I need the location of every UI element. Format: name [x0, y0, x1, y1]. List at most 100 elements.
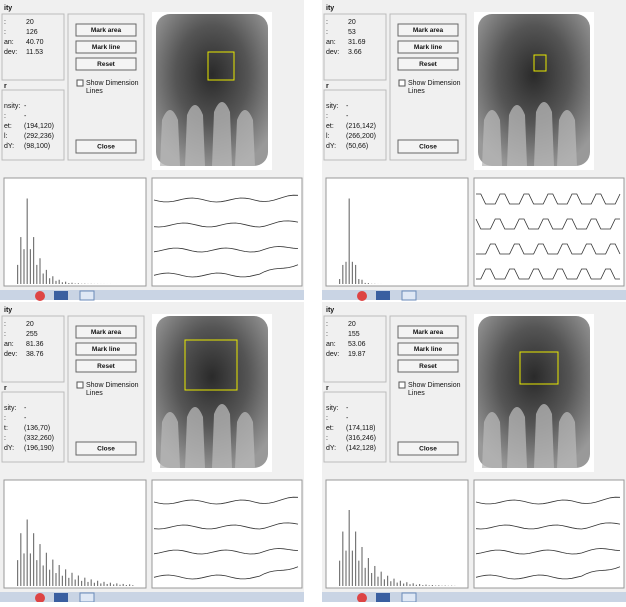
- info-value: (216,142): [346, 123, 376, 130]
- button-label[interactable]: Mark line: [414, 44, 443, 51]
- button-label[interactable]: Close: [419, 446, 437, 453]
- taskbar-icon[interactable]: [401, 290, 417, 301]
- button[interactable]: [75, 23, 137, 37]
- button[interactable]: [397, 441, 459, 456]
- stat-value: 11.53: [26, 49, 43, 56]
- button-label[interactable]: Mark area: [413, 329, 444, 336]
- button[interactable]: [75, 139, 137, 154]
- button-label[interactable]: Close: [419, 144, 437, 151]
- button[interactable]: [75, 57, 137, 71]
- info-label: dY:: [326, 445, 336, 452]
- info-value: -: [24, 103, 27, 110]
- app-window: ity: 20: 126 an: 40.70 dev: 11.53 r nsity: -: - et:…: [0, 0, 304, 301]
- profile-line: [153, 522, 299, 530]
- button[interactable]: [397, 325, 459, 339]
- checkbox[interactable]: [76, 381, 84, 389]
- app-window: ity: 20: 255 an: 81.36 dev: 38.76 r sity: -: - t: (1…: [0, 302, 304, 603]
- info-label: dY:: [4, 143, 14, 150]
- roi-box: [184, 339, 238, 391]
- button-label[interactable]: Reset: [97, 363, 116, 370]
- checkbox[interactable]: [76, 79, 84, 87]
- taskbar-icon[interactable]: [376, 593, 390, 602]
- stat-value: 20: [348, 321, 356, 328]
- checkbox-label-line: Lines: [86, 88, 103, 95]
- button[interactable]: [397, 57, 459, 71]
- stat-value: 53.06: [348, 341, 366, 348]
- button[interactable]: [75, 359, 137, 373]
- profile-box: [473, 479, 625, 589]
- info-label: :: [326, 113, 328, 120]
- button-label[interactable]: Close: [97, 446, 115, 453]
- info-label: sity:: [326, 405, 339, 412]
- info-value: (194,120): [24, 123, 54, 130]
- button-label[interactable]: Mark area: [91, 27, 122, 34]
- info-label: dY:: [4, 445, 14, 452]
- button[interactable]: [397, 23, 459, 37]
- checkbox-label[interactable]: Show Dimension Lines: [86, 382, 139, 397]
- stat-value: 38.76: [26, 351, 44, 358]
- button-label[interactable]: Mark area: [413, 27, 444, 34]
- stat-value: 20: [348, 19, 356, 26]
- checkbox-label-line: Show Dimension: [408, 80, 461, 87]
- stat-label: :: [326, 29, 328, 36]
- stat-value: 40.70: [26, 39, 44, 46]
- button[interactable]: [397, 40, 459, 54]
- stat-label: an:: [326, 341, 336, 348]
- button[interactable]: [75, 325, 137, 339]
- button[interactable]: [75, 40, 137, 54]
- button-label[interactable]: Mark line: [414, 346, 443, 353]
- info-label: :: [326, 415, 328, 422]
- button[interactable]: [397, 139, 459, 154]
- profile-line: [153, 246, 299, 253]
- button[interactable]: [397, 342, 459, 356]
- stats-heading: ity: [4, 5, 12, 12]
- button-label[interactable]: Mark line: [92, 44, 121, 51]
- checkbox[interactable]: [398, 381, 406, 389]
- button-label[interactable]: Reset: [419, 61, 438, 68]
- stat-label: dev:: [4, 351, 17, 358]
- button-label[interactable]: Mark line: [92, 346, 121, 353]
- info-value: -: [346, 415, 349, 422]
- info-label: :: [4, 415, 6, 422]
- stat-value: 19.87: [348, 351, 366, 358]
- tooth: [534, 102, 554, 166]
- profile-line: [475, 522, 621, 530]
- checkbox-label[interactable]: Show Dimension Lines: [86, 80, 139, 95]
- taskbar-icon[interactable]: [35, 593, 45, 603]
- profile-line: [475, 548, 621, 555]
- taskbar-icon[interactable]: [79, 290, 95, 301]
- button[interactable]: [397, 359, 459, 373]
- taskbar-icon[interactable]: [35, 291, 45, 301]
- tooth: [212, 404, 232, 468]
- taskbar-icon[interactable]: [401, 592, 417, 603]
- info-value: (50,66): [346, 143, 368, 150]
- profile-box: [151, 177, 303, 287]
- taskbar-icon[interactable]: [54, 291, 68, 300]
- checkbox[interactable]: [398, 79, 406, 87]
- stat-value: 126: [26, 29, 38, 36]
- tooth: [557, 412, 577, 468]
- info-value: (174,118): [346, 425, 375, 432]
- stat-label: an:: [4, 341, 14, 348]
- tooth: [212, 102, 232, 166]
- taskbar-icon[interactable]: [357, 593, 367, 603]
- info-label: :: [4, 113, 6, 120]
- checkbox-label-line: Show Dimension: [408, 382, 461, 389]
- checkbox-label[interactable]: Show Dimension Lines: [408, 382, 461, 397]
- button-label[interactable]: Mark area: [91, 329, 122, 336]
- button-label[interactable]: Close: [97, 144, 115, 151]
- button[interactable]: [75, 441, 137, 456]
- checkbox-label[interactable]: Show Dimension Lines: [408, 80, 461, 95]
- button[interactable]: [75, 342, 137, 356]
- button-label[interactable]: Reset: [419, 363, 438, 370]
- stat-label: :: [4, 19, 6, 26]
- button-label[interactable]: Reset: [97, 61, 116, 68]
- tooth: [160, 110, 180, 166]
- taskbar-icon[interactable]: [357, 291, 367, 301]
- taskbar-icon[interactable]: [54, 593, 68, 602]
- taskbar-icon[interactable]: [79, 592, 95, 603]
- controls-box: [67, 13, 145, 161]
- taskbar-icon[interactable]: [376, 291, 390, 300]
- checkbox-label-line: Lines: [86, 390, 103, 397]
